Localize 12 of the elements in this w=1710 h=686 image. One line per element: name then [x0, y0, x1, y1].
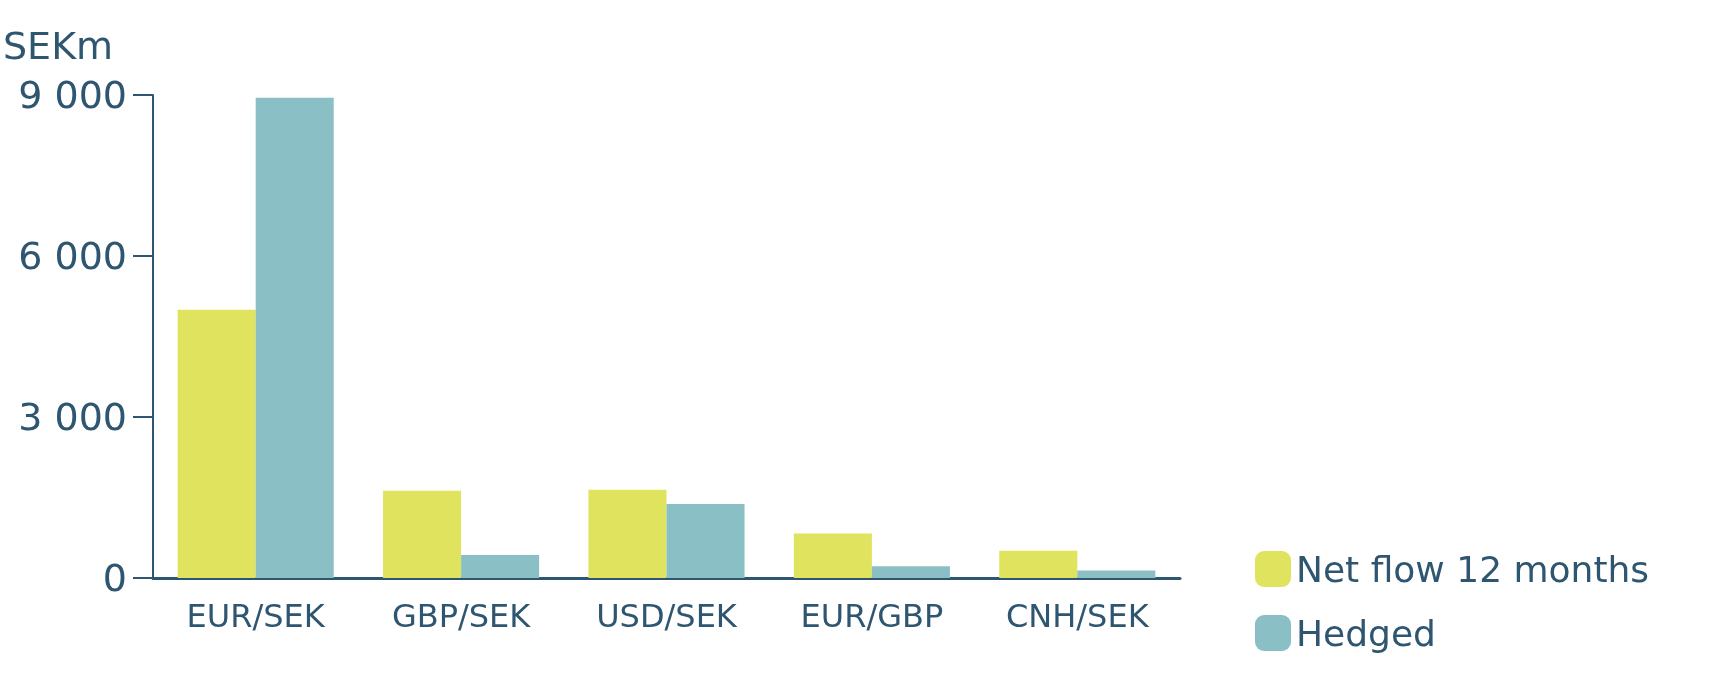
y-tick-label: 0 — [102, 556, 127, 600]
legend-label: Net flow 12 months — [1296, 548, 1650, 590]
legend-label: Hedged — [1296, 612, 1436, 654]
y-axis-title: SEKm — [3, 24, 114, 68]
x-tick-label: USD/SEK — [596, 597, 738, 635]
y-tick-label: 9 000 — [18, 73, 127, 117]
x-tick-label: EUR/GBP — [800, 597, 944, 635]
x-tick-label: GBP/SEK — [391, 597, 532, 635]
x-tick-label: EUR/SEK — [186, 597, 326, 635]
y-tick-label: 6 000 — [18, 234, 127, 278]
x-tick-label: CNH/SEK — [1005, 597, 1150, 635]
y-tick-label: 3 000 — [18, 395, 127, 439]
